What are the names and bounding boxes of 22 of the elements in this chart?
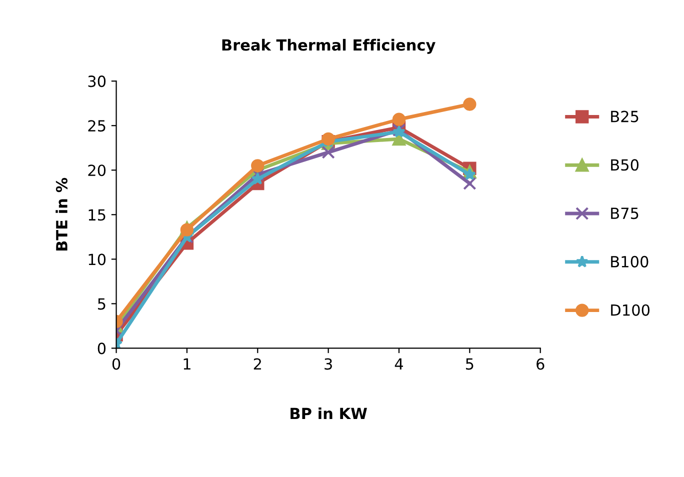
x-tick-label: 6	[536, 358, 544, 370]
y-tick-label: 5	[98, 298, 106, 310]
x-tick-label: 3	[324, 358, 332, 370]
legend-label: D100	[611, 304, 650, 316]
y-axis-title: BTE in %	[56, 178, 68, 251]
y-tick-label: 10	[88, 254, 106, 266]
y-tick-label: 25	[88, 120, 106, 132]
x-tick-label: 2	[254, 358, 261, 370]
chart-title: Break Thermal Efficiency	[222, 38, 436, 54]
x-axis-title: BP in KW	[290, 407, 367, 420]
y-tick-label: 30	[88, 76, 106, 88]
x-tick-label: 1	[184, 358, 190, 370]
x-tick-label: 4	[394, 358, 404, 370]
x-tick-label: 5	[466, 358, 474, 370]
y-tick-label: 20	[88, 164, 106, 176]
y-tick-label: 0	[98, 342, 106, 354]
legend-label: B75	[611, 208, 638, 220]
x-tick-label: 0	[112, 358, 120, 370]
legend-label: B50	[611, 159, 639, 171]
legend-label: B100	[611, 256, 648, 268]
legend-label: B25	[611, 110, 638, 122]
y-tick-label: 15	[88, 209, 106, 221]
